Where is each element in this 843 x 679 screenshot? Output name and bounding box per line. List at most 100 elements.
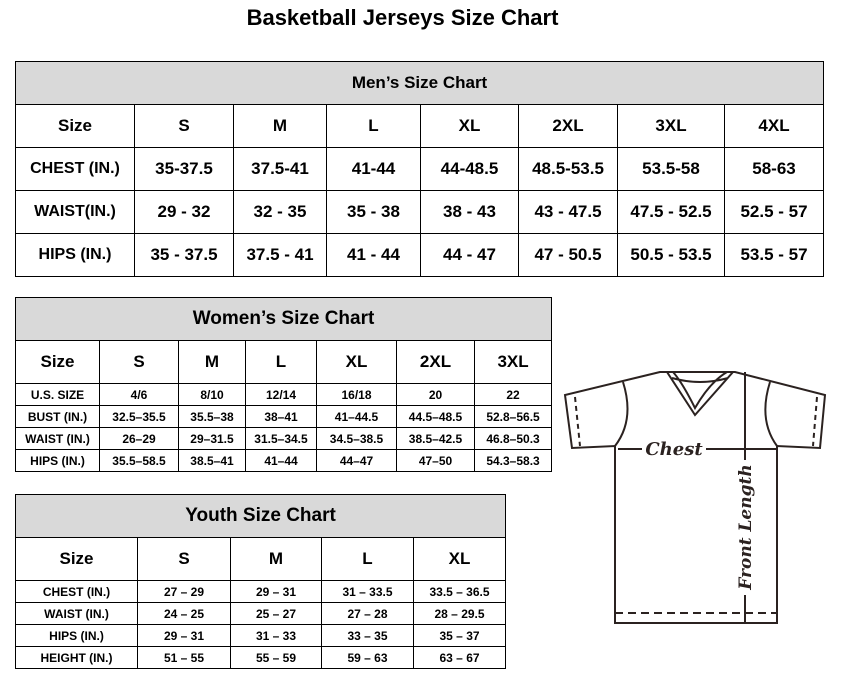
table-cell: 32.5–35.5 (99, 405, 179, 428)
table-cell: 38 - 43 (420, 190, 519, 234)
table-cell: 3XL (617, 104, 725, 148)
row-label: Size (15, 104, 135, 148)
table-row: WAIST (IN.) 24 – 25 25 – 27 27 – 28 28 – 29.… (15, 602, 507, 625)
row-label: Size (15, 537, 138, 581)
table-cell: 2XL (396, 340, 475, 384)
table-title: Women’s Size Chart (14, 297, 553, 341)
table-cell: 4XL (723, 104, 825, 148)
table-cell: 25 – 27 (230, 602, 322, 625)
armhole-right (764, 381, 778, 447)
row-label: HIPS (IN.) (15, 449, 100, 472)
table-cell: 63 – 67 (412, 646, 507, 669)
youth-size-table: Youth Size Chart Size S M L XL CHEST (IN.) 27 … (14, 494, 507, 669)
table-cell: 35 - 38 (326, 190, 421, 234)
table-cell: 47–50 (396, 449, 475, 472)
table-cell: 38–41 (245, 405, 317, 428)
table-row: Size S M L XL 2XL 3XL (15, 340, 553, 384)
table-cell: 37.5-41 (233, 147, 327, 191)
table-cell: M (230, 537, 322, 581)
row-label: HIPS (IN.) (15, 233, 135, 277)
table-cell: 43 - 47.5 (518, 190, 618, 234)
table-cell: 27 – 28 (321, 602, 414, 625)
table-cell: 31.5–34.5 (245, 427, 317, 450)
row-label: Size (15, 340, 100, 384)
table-row: U.S. SIZE 4/6 8/10 12/14 16/18 20 22 (15, 383, 553, 406)
table-cell: 37.5 - 41 (233, 233, 327, 277)
table-cell: 52.8–56.5 (473, 405, 553, 428)
page-title: Basketball Jerseys Size Chart (246, 5, 559, 30)
table-cell: 46.8–50.3 (473, 427, 553, 450)
table-cell: 41–44.5 (316, 405, 397, 428)
mens-size-table: Men’s Size Chart Size S M L XL 2XL 3XL 4XL CHEST… (14, 61, 825, 277)
table-cell: 41-44 (326, 147, 421, 191)
table-cell: 41–44 (245, 449, 317, 472)
table-cell: 20 (396, 383, 475, 406)
table-cell: 48.5-53.5 (518, 147, 618, 191)
jersey-diagram: Chest Front Length (563, 371, 827, 624)
table-cell: L (326, 104, 421, 148)
table-cell: S (134, 104, 234, 148)
table-cell: 27 – 29 (137, 580, 231, 603)
table-cell: 35 – 37 (412, 624, 507, 647)
table-cell: 29 – 31 (137, 624, 231, 647)
armhole-left (614, 381, 629, 447)
table-cell: 47.5 - 52.5 (617, 190, 725, 234)
table-row: Size S M L XL 2XL 3XL 4XL (15, 104, 825, 148)
table-row: Size S M L XL (15, 537, 507, 581)
table-cell: 53.5-58 (617, 147, 725, 191)
table-cell: 2XL (518, 104, 618, 148)
front-length-label: Front Length (736, 464, 756, 590)
womens-size-table: Women’s Size Chart Size S M L XL 2XL 3XL U.S. S… (14, 297, 553, 472)
table-cell: 44 - 47 (420, 233, 519, 277)
table-cell: 41 - 44 (326, 233, 421, 277)
table-cell: 47 - 50.5 (518, 233, 618, 277)
table-cell: 54.3–58.3 (473, 449, 553, 472)
table-cell: 51 – 55 (137, 646, 231, 669)
table-cell: 34.5–38.5 (316, 427, 397, 450)
row-label: HIPS (IN.) (15, 624, 138, 647)
table-cell: XL (420, 104, 519, 148)
table-cell: 53.5 - 57 (723, 233, 825, 277)
row-label: CHEST (IN.) (15, 147, 135, 191)
table-cell: 29 - 32 (134, 190, 234, 234)
table-cell: 22 (473, 383, 553, 406)
table-row: WAIST(IN.) 29 - 32 32 - 35 35 - 38 38 - 43 43… (15, 190, 825, 234)
table-row: HIPS (IN.) 35.5–58.5 38.5–41 41–44 44–47 47–5… (15, 449, 553, 472)
table-cell: 32 - 35 (233, 190, 327, 234)
table-row: BUST (IN.) 32.5–35.5 35.5–38 38–41 41–44.5 44… (15, 405, 553, 428)
table-row: CHEST (IN.) 35-37.5 37.5-41 41-44 44-48.5 48.… (15, 147, 825, 191)
table-cell: 31 – 33.5 (321, 580, 414, 603)
table-cell: 44.5–48.5 (396, 405, 475, 428)
table-cell: XL (316, 340, 397, 384)
table-cell: 12/14 (245, 383, 317, 406)
table-cell: 29–31.5 (178, 427, 246, 450)
table-cell: 35 - 37.5 (134, 233, 234, 277)
shirt-outline (563, 371, 827, 624)
row-label: WAIST(IN.) (15, 190, 135, 234)
table-cell: 38.5–41 (178, 449, 246, 472)
table-row: HEIGHT (IN.) 51 – 55 55 – 59 59 – 63 63 – 67 (15, 646, 507, 669)
table-cell: S (137, 537, 231, 581)
table-cell: 52.5 - 57 (723, 190, 825, 234)
table-cell: 35-37.5 (134, 147, 234, 191)
table-cell: 8/10 (178, 383, 246, 406)
row-label: U.S. SIZE (15, 383, 100, 406)
table-cell: 33.5 – 36.5 (412, 580, 507, 603)
table-cell: 35.5–58.5 (99, 449, 179, 472)
table-row: HIPS (IN.) 29 – 31 31 – 33 33 – 35 35 – 37 (15, 624, 507, 647)
table-cell: M (233, 104, 327, 148)
table-cell: 28 – 29.5 (412, 602, 507, 625)
table-cell: 29 – 31 (230, 580, 322, 603)
table-cell: 59 – 63 (321, 646, 414, 669)
table-title: Youth Size Chart (14, 494, 507, 538)
table-cell: 33 – 35 (321, 624, 414, 647)
chest-label: Chest (645, 439, 703, 460)
table-cell: 3XL (473, 340, 553, 384)
sleeve-hem (574, 396, 818, 447)
table-row: CHEST (IN.) 27 – 29 29 – 31 31 – 33.5 33.5 –… (15, 580, 507, 603)
table-cell: L (321, 537, 414, 581)
table-cell: 44–47 (316, 449, 397, 472)
table-cell: 35.5–38 (178, 405, 246, 428)
table-cell: 31 – 33 (230, 624, 322, 647)
table-cell: M (178, 340, 246, 384)
